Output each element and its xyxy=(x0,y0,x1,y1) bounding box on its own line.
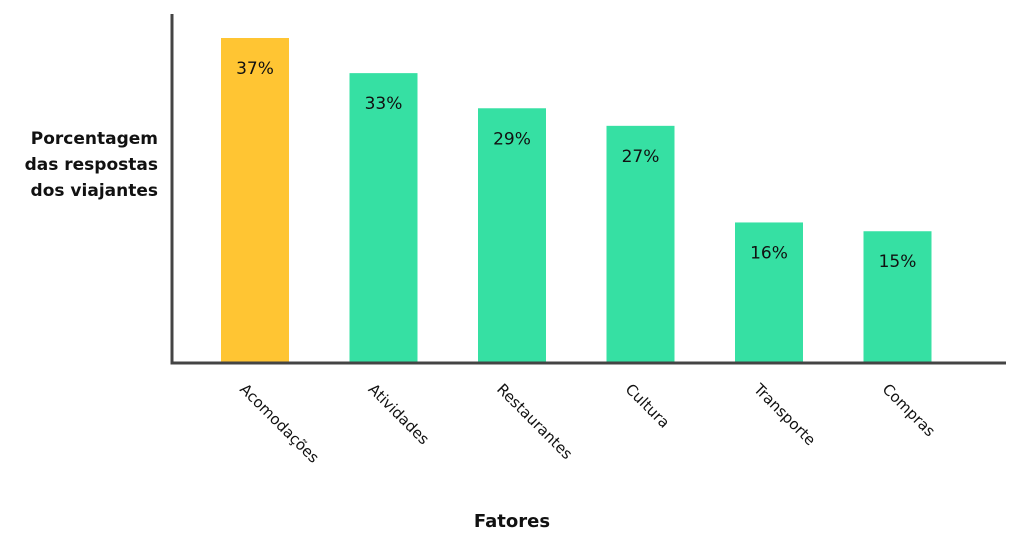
bar-transporte xyxy=(735,222,803,363)
bar-value-label: 27% xyxy=(622,147,660,167)
x-tick-label: Atividades xyxy=(365,380,433,448)
x-axis-label: Fatores xyxy=(473,511,551,532)
bar-cultura xyxy=(606,125,675,364)
x-tick-label: Transporte xyxy=(749,379,819,449)
bar-compras xyxy=(863,231,932,363)
bar-value-label: 15% xyxy=(879,252,917,272)
bar-value-label: 16% xyxy=(750,243,788,263)
bar-value-label: 33% xyxy=(365,94,403,114)
bar-atividades xyxy=(349,73,418,363)
x-tick-label: Cultura xyxy=(622,380,674,432)
bar-restaurantes xyxy=(478,108,546,364)
x-tick-label: Acomodações xyxy=(236,380,323,467)
y-axis-label: Porcentagem das respostas dos viajantes xyxy=(24,129,158,201)
x-tick-label: Restaurantes xyxy=(493,380,576,463)
bar-value-label: 29% xyxy=(493,129,531,149)
x-tick-label: Compras xyxy=(879,380,939,440)
bar-value-label: 37% xyxy=(236,59,274,79)
bar-acomodações xyxy=(221,38,289,363)
